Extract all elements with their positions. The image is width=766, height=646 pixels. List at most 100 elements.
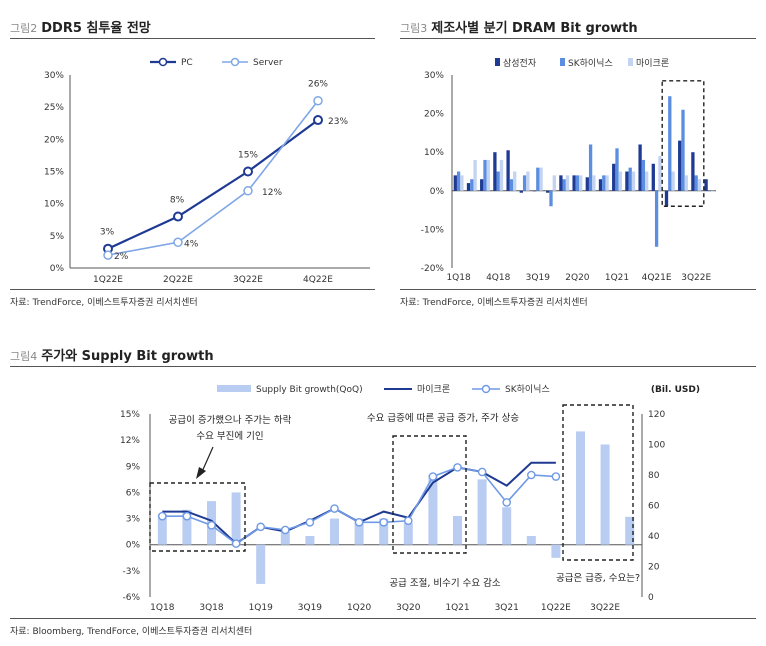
- dram-bar-0: [519, 190, 523, 193]
- stock-xtick: 3Q21: [495, 603, 519, 613]
- stock-hynix-point: [527, 470, 536, 480]
- dram-legend-swatch: [560, 58, 565, 66]
- stock-right-ytick: 120: [648, 410, 665, 420]
- stock-supply-bar: [576, 431, 585, 545]
- stock-supply-bar: [330, 518, 339, 545]
- stock-xtick: 1Q19: [249, 603, 274, 613]
- ddr5-line-server: [107, 100, 319, 256]
- stock-supply-bar: [157, 514, 167, 545]
- dram-xtick: 4Q18: [486, 273, 511, 283]
- dram-bar-2: [618, 171, 622, 191]
- dram-bar-1: [509, 179, 514, 191]
- dram-bar-2: [671, 171, 675, 191]
- dram-bar-2: [460, 175, 464, 191]
- stock-unit-label: (Bil. USD): [651, 385, 700, 395]
- stock-xtick: 1Q18: [150, 603, 175, 613]
- fig2-bottom-rule: [10, 289, 375, 290]
- stock-legend-hynix-marker: [481, 384, 491, 394]
- dram-bar-2: [684, 175, 688, 191]
- dram-bar-2: [658, 156, 662, 191]
- stock-right-ytick: 100: [648, 441, 665, 451]
- dram-bar-0: [493, 152, 497, 191]
- dram-ytick: -20%: [421, 264, 445, 274]
- fig3-source: 자료: TrendForce, 이베스트투자증권 리서치센터: [400, 298, 588, 308]
- ddr5-xtick: 1Q22E: [93, 275, 123, 285]
- dram-legend-label: 삼성전자: [503, 58, 537, 69]
- dram-bar-2: [473, 159, 477, 191]
- dram-bar-2: [697, 179, 702, 191]
- dram-ytick: 20%: [424, 110, 444, 120]
- ddr5-xtick: 2Q22E: [163, 275, 193, 285]
- dram-bar-2: [499, 159, 504, 191]
- ddr5-data-label: 26%: [308, 80, 328, 90]
- stock-supply-bar: [625, 516, 635, 545]
- stock-hynix-point: [379, 517, 389, 527]
- ddr5-ytick: 0%: [50, 264, 65, 274]
- stock-xtick: 1Q20: [347, 603, 372, 613]
- ddr5-legend-marker: [230, 57, 240, 67]
- dram-bar-0: [532, 190, 537, 192]
- dram-bar-1: [641, 159, 646, 191]
- dram-bar-1: [536, 167, 540, 191]
- dram-legend-swatch: [495, 58, 500, 66]
- dram-bar-0: [638, 144, 642, 191]
- dram-bar-1: [522, 175, 527, 191]
- dram-bar-2: [605, 175, 609, 191]
- stock-supply-bar: [600, 444, 610, 545]
- stock-hynix-point: [502, 498, 512, 507]
- stock-xtick: 1Q21: [445, 603, 469, 613]
- stock-supply-bar: [551, 544, 561, 558]
- fig2-rule: [10, 38, 375, 39]
- stock-supply-bar: [526, 536, 536, 545]
- stock-right-ytick: 0: [648, 593, 654, 603]
- dram-bar-2: [486, 159, 490, 191]
- ddr5-data-label: 23%: [328, 117, 348, 127]
- dram-bar-1: [562, 179, 566, 191]
- stock-right-ytick: 60: [648, 502, 660, 512]
- stock-hynix-point: [231, 539, 241, 548]
- dram-bar-2: [592, 175, 596, 191]
- stock-supply-bar: [256, 544, 266, 584]
- stock-annotation-arrow-head: [196, 467, 206, 479]
- dram-bar-0: [466, 183, 471, 191]
- fig3-number: 그림3: [400, 22, 428, 35]
- stock-annotation-2: 수요 급증에 따른 공급 증가, 주가 상승: [367, 413, 519, 424]
- dram-bar-1: [575, 175, 580, 191]
- ddr5-xtick: 3Q22E: [233, 275, 263, 285]
- dram-bar-1: [628, 167, 632, 191]
- ddr5-legend-label: Server: [253, 58, 283, 68]
- dram-bar-2: [565, 175, 570, 191]
- dram-bar-0: [546, 190, 550, 193]
- ddr5-ytick: 30%: [44, 71, 64, 81]
- dram-ytick: 10%: [424, 148, 444, 158]
- dram-bar-1: [549, 190, 553, 207]
- stock-hynix-point: [157, 511, 167, 521]
- stock-legend-micron-label: 마이크론: [417, 384, 450, 395]
- dram-bar-2: [539, 167, 543, 191]
- fig4-bottom-rule: [10, 618, 756, 619]
- stock-supply-bar: [305, 536, 315, 545]
- dram-bar-0: [559, 175, 563, 191]
- dram-bar-2: [552, 175, 556, 191]
- fig3-rule: [400, 38, 756, 39]
- ddr5-ytick: 5%: [50, 232, 65, 242]
- fig4-title: 그림4 주가와 Supply Bit growth: [10, 345, 214, 364]
- ddr5-point-pc: [313, 115, 323, 126]
- dram-bar-1: [707, 190, 712, 192]
- stock-hynix-point: [182, 511, 192, 521]
- ddr5-point-server: [103, 250, 113, 260]
- dram-bar-1: [654, 190, 659, 247]
- stock-left-ytick: -3%: [122, 567, 140, 577]
- stock-hynix-point: [354, 517, 364, 527]
- stock-left-ytick: 0%: [126, 541, 141, 551]
- dram-bar-1: [681, 109, 685, 191]
- ddr5-line-pc: [107, 119, 319, 250]
- ddr5-data-label: 2%: [114, 252, 129, 262]
- stock-left-ytick: 6%: [126, 488, 141, 498]
- fig2-title: 그림2 DDR5 침투율 전망: [10, 17, 151, 36]
- stock-xtick: 3Q22E: [590, 603, 620, 613]
- dram-bar-0: [651, 163, 655, 191]
- ddr5-data-label: 3%: [100, 228, 115, 238]
- stock-left-ytick: 3%: [126, 515, 141, 525]
